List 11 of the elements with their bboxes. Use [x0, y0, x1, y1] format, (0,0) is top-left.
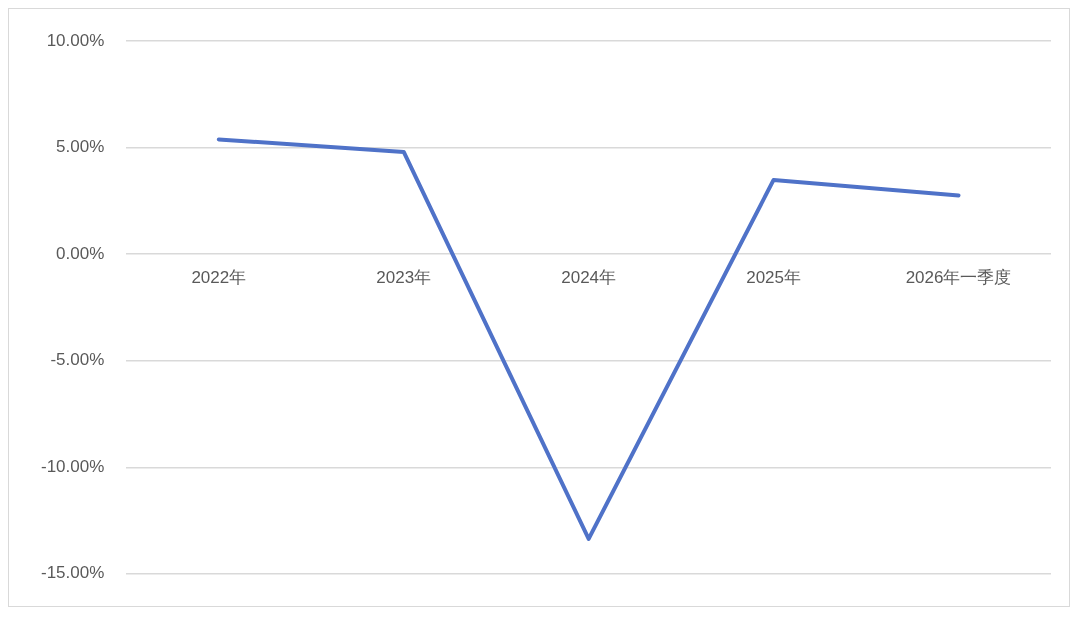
x-tick-label: 2022年 [191, 268, 247, 288]
y-tick-label: -5.00% [50, 350, 105, 370]
x-tick-label: 2025年 [746, 268, 802, 288]
x-tick-label: 2023年 [376, 268, 432, 288]
y-tick-label: 10.00% [46, 30, 105, 50]
y-tick-label: 5.00% [56, 137, 105, 157]
y-tick-label: -15.00% [40, 563, 105, 583]
y-tick-label: -10.00% [40, 456, 105, 476]
x-tick-label: 2024年 [561, 268, 617, 288]
x-tick-label: 2026年一季度 [905, 268, 1012, 288]
y-tick-label: 0.00% [56, 243, 105, 263]
